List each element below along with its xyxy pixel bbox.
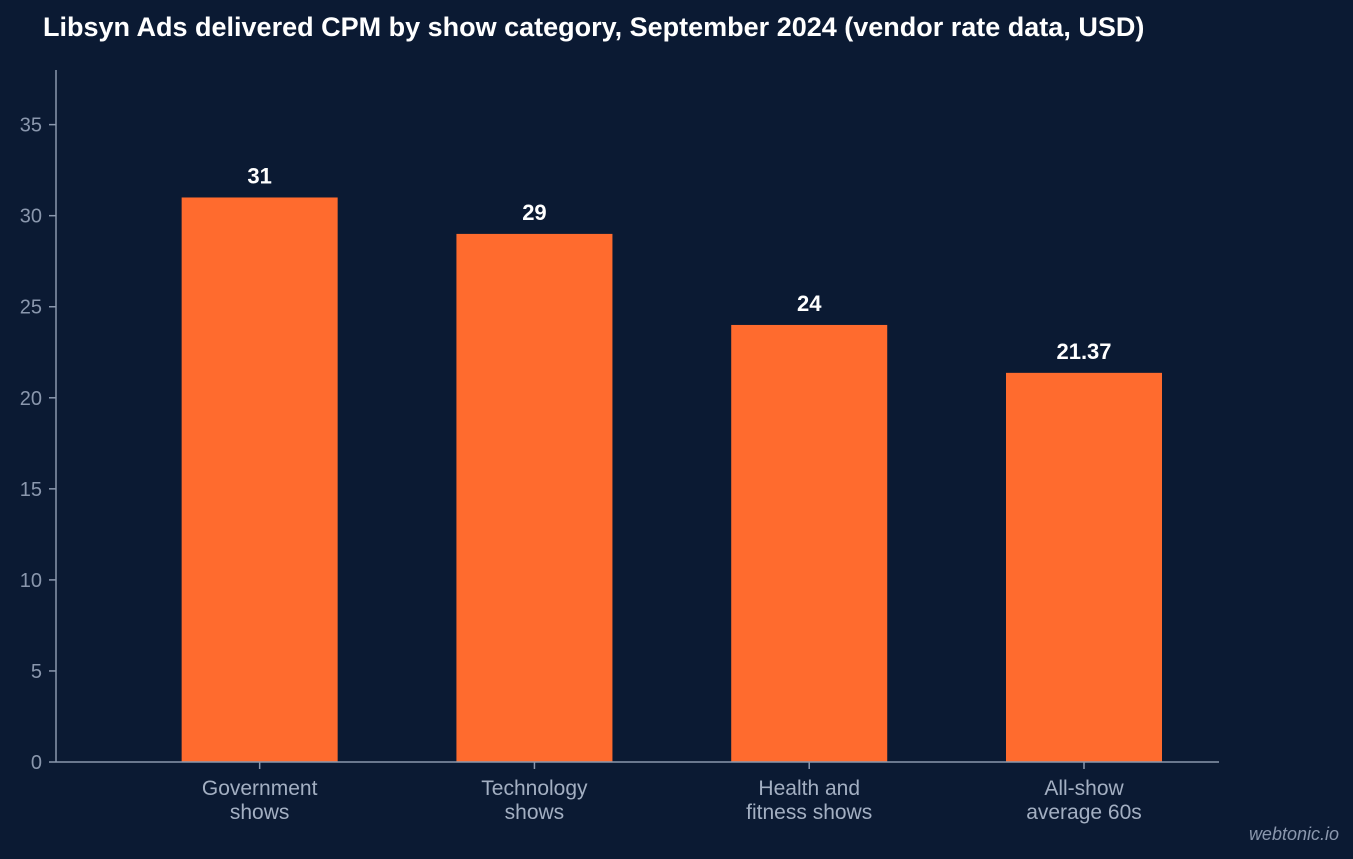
x-category-label: All-show (1044, 777, 1124, 800)
x-category-label: Health and (758, 777, 860, 800)
bar-value-label: 21.37 (1056, 339, 1111, 364)
bar (181, 197, 338, 762)
y-tick-label: 30 (20, 206, 42, 228)
x-category-label: fitness shows (746, 801, 872, 824)
bar-value-label: 31 (247, 163, 271, 188)
y-tick-label: 25 (20, 297, 42, 319)
y-tick-label: 10 (20, 570, 42, 592)
x-category-label: shows (230, 801, 290, 824)
y-tick-label: 35 (20, 115, 42, 137)
chart-title: Libsyn Ads delivered CPM by show categor… (43, 12, 1145, 42)
watermark: webtonic.io (1248, 824, 1339, 844)
y-axis: 0 5 10 15 20 25 30 35 (20, 70, 57, 774)
x-category-label: shows (505, 801, 565, 824)
bar (731, 324, 888, 762)
x-category-label: Government (202, 777, 318, 800)
x-category-label: Technology (481, 777, 588, 800)
bar-value-label: 29 (522, 200, 546, 225)
bar (1005, 372, 1163, 762)
y-tick-label: 20 (20, 388, 42, 410)
x-category-label: average 60s (1026, 801, 1142, 824)
bar-value-label: 24 (797, 291, 822, 316)
bars: 31 29 24 21.37 (181, 163, 1163, 763)
y-tick-label: 15 (20, 479, 42, 501)
bar (456, 233, 613, 763)
y-tick-label: 5 (31, 661, 42, 683)
y-tick-label: 0 (31, 752, 42, 774)
